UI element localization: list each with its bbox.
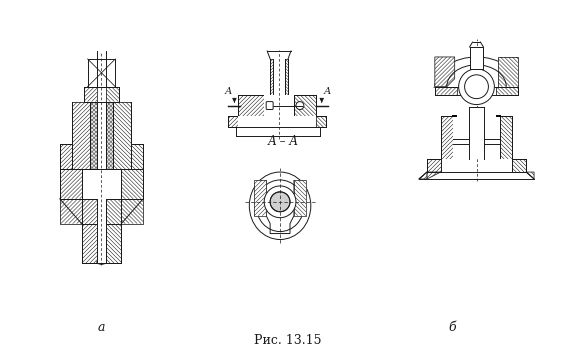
Polygon shape xyxy=(71,102,90,169)
Text: а: а xyxy=(98,321,105,334)
Circle shape xyxy=(465,75,488,99)
Polygon shape xyxy=(526,172,534,179)
Bar xyxy=(453,116,501,159)
Text: б: б xyxy=(448,321,456,334)
Polygon shape xyxy=(238,95,264,116)
Polygon shape xyxy=(60,169,82,199)
Polygon shape xyxy=(107,87,119,102)
Polygon shape xyxy=(107,102,113,169)
Bar xyxy=(273,59,285,95)
Circle shape xyxy=(264,186,296,218)
Bar xyxy=(97,102,107,169)
Bar xyxy=(97,199,107,263)
Polygon shape xyxy=(131,144,143,169)
Polygon shape xyxy=(270,59,273,95)
Polygon shape xyxy=(294,180,306,216)
Polygon shape xyxy=(498,57,518,87)
Polygon shape xyxy=(512,159,526,172)
Polygon shape xyxy=(254,180,266,216)
Circle shape xyxy=(296,102,304,109)
Text: А: А xyxy=(324,87,331,96)
Bar xyxy=(264,95,294,116)
FancyBboxPatch shape xyxy=(266,102,273,109)
Bar xyxy=(441,159,512,172)
Text: Рис. 13.15: Рис. 13.15 xyxy=(254,334,322,347)
Polygon shape xyxy=(294,95,316,116)
Text: А – А: А – А xyxy=(267,135,298,148)
Polygon shape xyxy=(113,102,131,169)
Polygon shape xyxy=(84,87,97,102)
Bar xyxy=(469,47,483,69)
Polygon shape xyxy=(501,116,512,159)
Polygon shape xyxy=(229,116,238,127)
Polygon shape xyxy=(316,116,325,127)
Polygon shape xyxy=(90,102,97,169)
Text: А: А xyxy=(225,87,232,96)
Polygon shape xyxy=(122,199,143,224)
Polygon shape xyxy=(427,159,441,172)
Polygon shape xyxy=(107,199,122,263)
Circle shape xyxy=(270,192,290,212)
Polygon shape xyxy=(497,87,518,95)
Polygon shape xyxy=(480,47,483,69)
Bar xyxy=(472,47,480,69)
Ellipse shape xyxy=(249,172,311,240)
Bar xyxy=(468,107,484,159)
Polygon shape xyxy=(285,59,288,95)
Bar xyxy=(88,59,115,87)
Polygon shape xyxy=(60,144,71,169)
Polygon shape xyxy=(441,116,453,159)
Ellipse shape xyxy=(256,180,304,232)
Circle shape xyxy=(458,69,494,104)
Polygon shape xyxy=(427,172,441,179)
Polygon shape xyxy=(60,199,82,224)
Polygon shape xyxy=(419,172,427,179)
Polygon shape xyxy=(435,87,457,95)
Bar xyxy=(238,116,316,127)
Polygon shape xyxy=(122,169,143,199)
Polygon shape xyxy=(469,47,472,69)
Polygon shape xyxy=(435,57,454,87)
Polygon shape xyxy=(82,199,97,263)
